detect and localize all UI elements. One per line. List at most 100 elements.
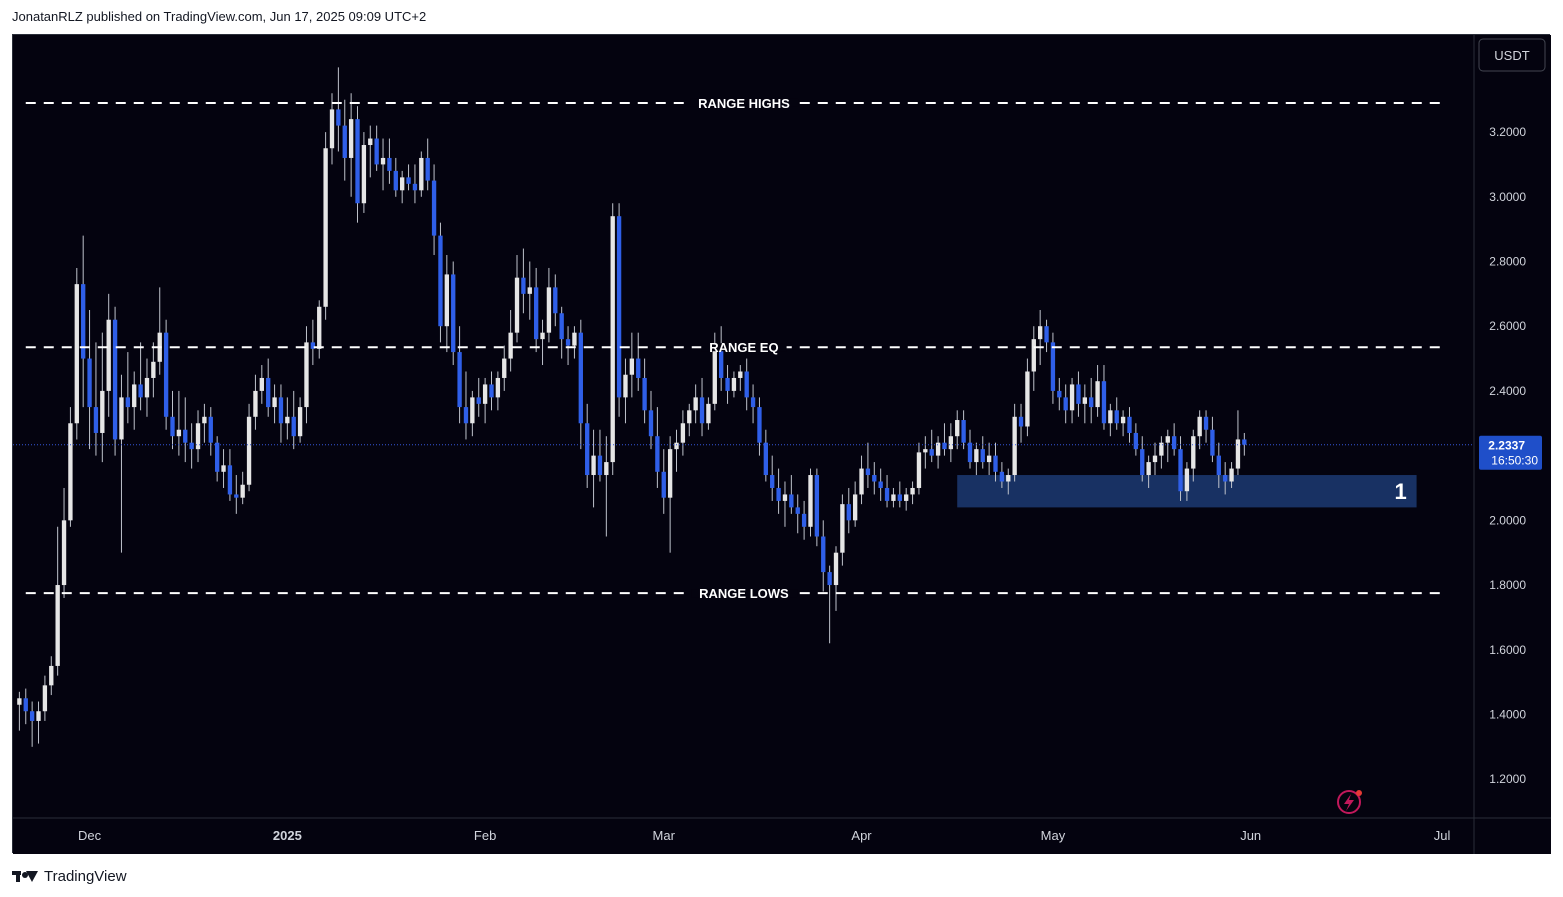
candle bbox=[993, 455, 998, 472]
candle bbox=[291, 416, 296, 437]
candle bbox=[655, 436, 660, 472]
price-tick-label: 2.8000 bbox=[1489, 254, 1526, 268]
candle bbox=[323, 148, 328, 307]
candle bbox=[132, 384, 137, 408]
candle bbox=[674, 442, 679, 450]
candle bbox=[1133, 432, 1139, 450]
candle bbox=[521, 277, 526, 294]
candle bbox=[642, 377, 647, 411]
candle bbox=[852, 494, 858, 521]
candle bbox=[1006, 475, 1011, 482]
candle bbox=[112, 319, 118, 440]
candle bbox=[1076, 384, 1081, 404]
candle bbox=[1203, 416, 1209, 430]
candle bbox=[546, 287, 552, 333]
candle bbox=[680, 423, 686, 443]
candle bbox=[980, 449, 985, 463]
candle bbox=[591, 455, 596, 476]
candle bbox=[278, 397, 284, 424]
currency-button[interactable] bbox=[1478, 38, 1546, 72]
candle bbox=[1037, 326, 1043, 340]
candle bbox=[23, 698, 28, 712]
candle bbox=[942, 442, 947, 450]
candle bbox=[1012, 416, 1017, 476]
candle bbox=[93, 407, 99, 433]
candle bbox=[482, 384, 488, 404]
candle bbox=[1114, 410, 1119, 424]
candle bbox=[304, 342, 309, 408]
candle bbox=[789, 494, 794, 508]
candle bbox=[1057, 390, 1062, 398]
price-tick-label: 2.4000 bbox=[1489, 384, 1526, 398]
candle bbox=[489, 384, 494, 398]
candle bbox=[202, 416, 207, 424]
candle bbox=[138, 384, 143, 398]
candle bbox=[438, 235, 443, 327]
candle bbox=[661, 471, 666, 498]
lightning-icon[interactable] bbox=[1337, 790, 1362, 814]
candle bbox=[1101, 381, 1107, 424]
candle bbox=[189, 442, 194, 450]
candle bbox=[119, 397, 124, 440]
candle bbox=[36, 711, 41, 721]
candle bbox=[616, 216, 622, 398]
price-tick-label: 2.0000 bbox=[1489, 513, 1526, 527]
candle bbox=[1229, 468, 1234, 482]
candle bbox=[1050, 342, 1056, 391]
current-price-badge bbox=[1479, 435, 1542, 470]
candle bbox=[757, 407, 762, 443]
candle bbox=[502, 358, 507, 378]
price-tick-label: 1.6000 bbox=[1489, 643, 1526, 657]
tradingview-logo-icon[interactable] bbox=[12, 869, 38, 883]
candle bbox=[782, 494, 788, 501]
candle bbox=[100, 390, 105, 433]
current-price-value: 2.2337 bbox=[1488, 439, 1525, 453]
candle bbox=[1216, 455, 1221, 476]
candle bbox=[833, 552, 839, 586]
candle bbox=[750, 397, 756, 408]
candle bbox=[533, 287, 539, 340]
candle bbox=[801, 513, 807, 527]
price-tick-label: 1.2000 bbox=[1489, 772, 1526, 786]
candle bbox=[667, 449, 673, 498]
candle bbox=[1120, 416, 1126, 424]
candle bbox=[476, 397, 481, 404]
price-tick-label: 2.6000 bbox=[1489, 319, 1526, 333]
candle bbox=[297, 407, 303, 437]
candle bbox=[687, 410, 692, 424]
candle bbox=[400, 177, 405, 191]
candle bbox=[508, 332, 513, 359]
footer-brand[interactable]: TradingView bbox=[44, 867, 127, 885]
level-label-background bbox=[691, 589, 798, 598]
candle bbox=[195, 423, 201, 450]
candle bbox=[731, 377, 737, 391]
candle bbox=[495, 377, 501, 398]
candle bbox=[368, 138, 373, 146]
candle bbox=[744, 371, 749, 398]
candle bbox=[42, 685, 48, 712]
candle bbox=[974, 449, 979, 463]
level-label-background bbox=[701, 343, 787, 352]
candle bbox=[221, 465, 226, 472]
candle bbox=[776, 487, 781, 501]
candle bbox=[770, 475, 775, 488]
candle bbox=[706, 403, 711, 424]
candle bbox=[431, 180, 437, 236]
candle bbox=[246, 416, 252, 485]
candle bbox=[329, 109, 335, 149]
candle bbox=[565, 339, 571, 346]
candle bbox=[214, 442, 220, 472]
candle bbox=[1031, 339, 1036, 372]
candle bbox=[1063, 397, 1068, 411]
candle bbox=[1159, 442, 1164, 456]
candle bbox=[444, 274, 450, 327]
candle bbox=[1025, 371, 1030, 427]
candle bbox=[170, 416, 175, 437]
price-tick-label: 3.0000 bbox=[1489, 190, 1526, 204]
candle bbox=[585, 423, 590, 476]
candle bbox=[719, 345, 724, 378]
candle bbox=[259, 377, 264, 391]
candle bbox=[227, 465, 233, 495]
